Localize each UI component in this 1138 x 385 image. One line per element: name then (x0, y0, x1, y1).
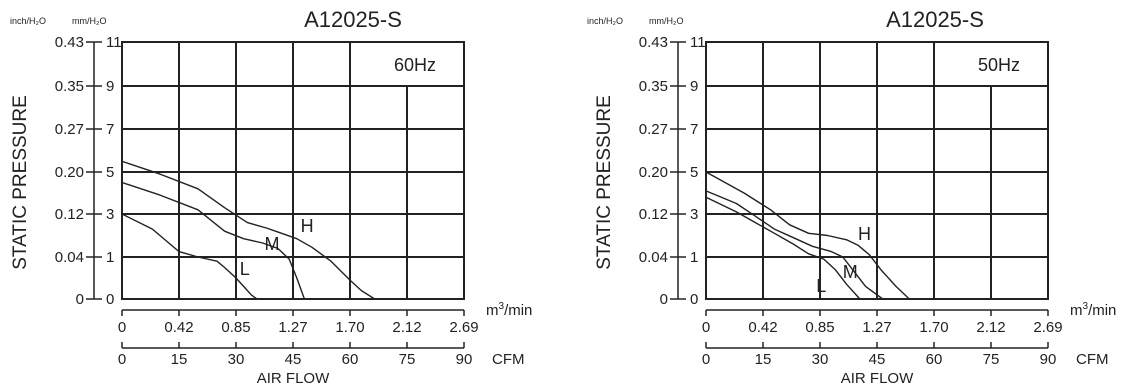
plot-frame (705, 41, 1049, 300)
y-tick-inch: 0.04 (639, 249, 668, 266)
y-tick-mm: 0 (106, 291, 114, 308)
series-line-m (705, 190, 884, 300)
y-tick-inch: 0.20 (639, 164, 668, 181)
series-label-h: H (301, 216, 314, 236)
series-label-m: M (843, 262, 858, 282)
x-tick-m3min: 1.70 (335, 319, 364, 336)
x-tick-cfm: 60 (926, 351, 943, 368)
frequency-box (349, 41, 465, 87)
x-tick-m3min: 0.42 (164, 319, 193, 336)
y-tick-inch: 0.12 (639, 206, 668, 223)
y-tick-inch: 0.43 (639, 34, 668, 51)
x-tick-cfm: 15 (171, 351, 188, 368)
y-tick-inch: 0.04 (55, 249, 84, 266)
x-unit-cfm: CFM (492, 351, 525, 368)
x-tick-m3min: 1.70 (919, 319, 948, 336)
x-axis-label: AIR FLOW (841, 370, 914, 385)
chart-title: A12025-S (304, 7, 402, 32)
x-tick-cfm: 0 (702, 351, 710, 368)
x-tick-m3min: 2.69 (449, 319, 478, 336)
y-tick-inch: 0.35 (639, 78, 668, 95)
x-tick-m3min: 2.69 (1033, 319, 1062, 336)
x-axis-label: AIR FLOW (257, 370, 330, 385)
x-unit-m3min-base: m (486, 302, 499, 319)
x-unit-m3min-rest: /min (1088, 302, 1116, 319)
y-tick-mm: 11 (106, 34, 122, 51)
y-tick-mm: 3 (690, 206, 698, 223)
y-tick-inch: 0.12 (55, 206, 84, 223)
x-tick-cfm: 0 (118, 351, 126, 368)
y-tick-mm: 7 (106, 121, 114, 138)
y-unit-mm: mm/H₂O (649, 16, 684, 26)
y-tick-inch: 0.27 (639, 121, 668, 138)
frequency-box (933, 41, 1049, 87)
x-tick-cfm: 75 (399, 351, 416, 368)
x-tick-m3min: 0.85 (805, 319, 834, 336)
x-unit-m3min-sup: 3 (1083, 301, 1089, 312)
x-tick-m3min: 0.85 (221, 319, 250, 336)
y-tick-inch: 0.27 (55, 121, 84, 138)
series-line-h (705, 171, 910, 300)
x-unit-m3min-sup: 3 (499, 301, 505, 312)
x-tick-cfm: 90 (456, 351, 473, 368)
x-tick-m3min: 1.27 (862, 319, 891, 336)
x-unit-cfm: CFM (1076, 351, 1109, 368)
y-tick-inch: 0.20 (55, 164, 84, 181)
y-tick-mm: 1 (690, 249, 698, 266)
x-tick-m3min: 0 (702, 319, 710, 336)
x-tick-m3min: 1.27 (278, 319, 307, 336)
y-tick-mm: 5 (106, 164, 114, 181)
x-tick-cfm: 75 (983, 351, 1000, 368)
y-unit-mm: mm/H₂O (72, 16, 107, 26)
chart-panel-60hz: 60Hz A12025-S inch/H₂O mm/H₂O STATIC PRESSUR… (10, 7, 532, 385)
y-axis-label: STATIC PRESSURE (10, 95, 31, 270)
y-unit-inch: inch/H₂O (10, 16, 46, 26)
y-axis-label: STATIC PRESSURE (594, 95, 615, 270)
y-tick-inch: 0 (660, 291, 668, 308)
series-line-l (121, 213, 258, 300)
x-unit-m3min-rest: /min (504, 302, 532, 319)
y-tick-inch: 0.35 (55, 78, 84, 95)
series-label-l: L (240, 259, 250, 279)
x-tick-cfm: 60 (342, 351, 359, 368)
x-unit-m3min-base: m (1070, 302, 1083, 319)
y-tick-mm: 9 (690, 78, 698, 95)
y-tick-mm: 9 (106, 78, 114, 95)
plot-frame (121, 41, 465, 300)
frequency-label: 50Hz (978, 55, 1020, 75)
series-label-l: L (816, 276, 826, 296)
series-label-m: M (265, 234, 280, 254)
y-tick-mm: 11 (690, 34, 706, 51)
x-tick-m3min: 2.12 (976, 319, 1005, 336)
x-tick-m3min: 2.12 (392, 319, 421, 336)
x-tick-m3min: 0.42 (748, 319, 777, 336)
x-tick-cfm: 90 (1040, 351, 1057, 368)
y-tick-inch: 0.43 (55, 34, 84, 51)
x-tick-cfm: 30 (228, 351, 245, 368)
x-tick-m3min: 0 (118, 319, 126, 336)
x-unit-m3min: m3/min (486, 301, 532, 319)
y-tick-mm: 1 (106, 249, 114, 266)
y-unit-inch: inch/H₂O (587, 16, 623, 26)
frequency-label: 60Hz (394, 55, 436, 75)
x-tick-cfm: 45 (869, 351, 886, 368)
x-tick-cfm: 30 (812, 351, 829, 368)
chart-title: A12025-S (886, 7, 984, 32)
y-tick-mm: 5 (690, 164, 698, 181)
chart-panel-50hz: 50Hz A12025-S inch/H₂O mm/H₂O STATIC PRESSUR… (587, 7, 1116, 385)
x-unit-m3min: m3/min (1070, 301, 1116, 319)
series-label-h: H (858, 224, 871, 244)
y-tick-inch: 0 (76, 291, 84, 308)
y-tick-mm: 7 (690, 121, 698, 138)
y-tick-mm: 3 (106, 206, 114, 223)
x-tick-cfm: 45 (285, 351, 302, 368)
series-line-l (705, 196, 861, 300)
series-line-h (121, 160, 376, 300)
x-tick-cfm: 15 (755, 351, 772, 368)
series-line-m (121, 181, 306, 300)
y-tick-mm: 0 (690, 291, 698, 308)
